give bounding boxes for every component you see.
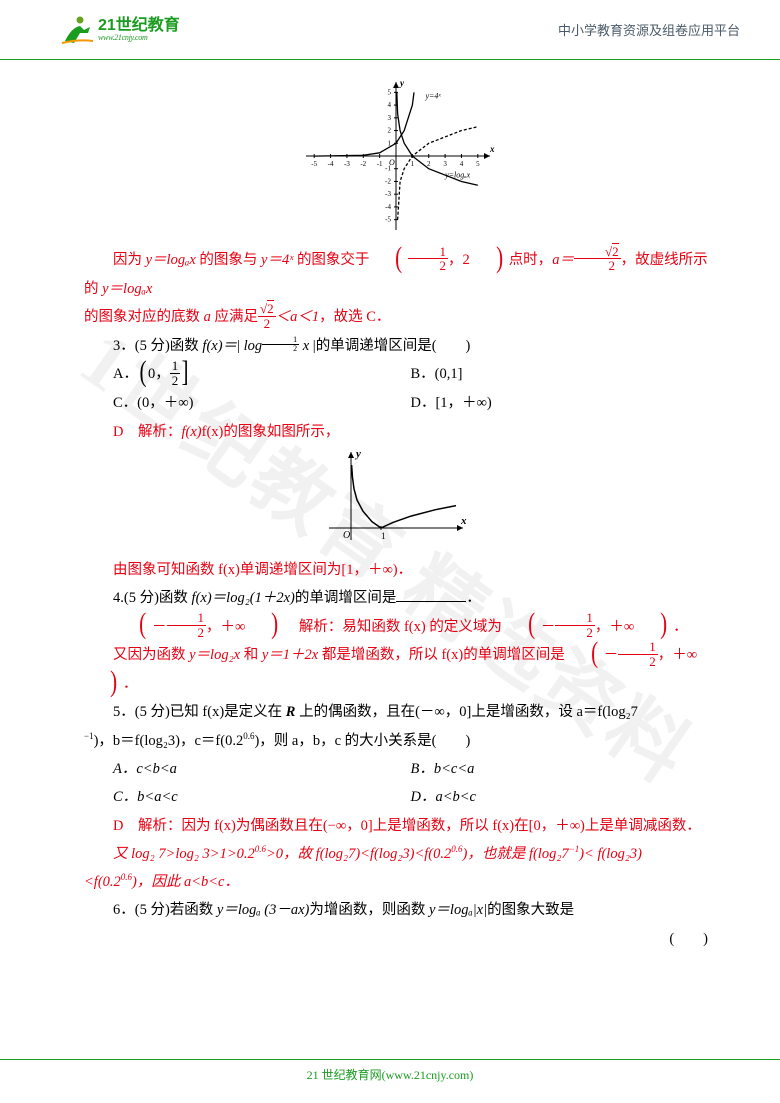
content-area: -5-4-3-2-112345-5-4-3-2-112345Oxyy=4ˣy=l… — [0, 60, 780, 953]
svg-text:3: 3 — [388, 114, 392, 122]
q5-answer-1: D 解析：因为 f(x)为偶函数且在(−∞，0]上是增函数，所以 f(x)在[0… — [84, 812, 708, 840]
svg-text:-5: -5 — [311, 160, 317, 168]
svg-text:-3: -3 — [385, 190, 391, 198]
svg-text:5: 5 — [388, 88, 392, 96]
q3-optB: B．(0,1] — [411, 360, 709, 389]
svg-text:y=4ˣ: y=4ˣ — [424, 92, 441, 101]
svg-text:-1: -1 — [377, 160, 383, 168]
svg-text:O: O — [389, 158, 395, 167]
svg-text:1: 1 — [411, 160, 415, 168]
q5-optC: C．b<a<c — [113, 783, 411, 811]
logo-url: www.21cnjy.com — [98, 34, 180, 42]
q3-answer: D 解析：f(x)f(x)的图象如图所示， — [84, 418, 708, 446]
q4-answer-2: 又因为函数 y＝log₂x 和 y＝1＋2x 都是增函数，所以 f(x)的单调增… — [84, 641, 708, 698]
svg-text:2: 2 — [427, 160, 431, 168]
svg-text:-4: -4 — [385, 203, 391, 211]
q4-stem: 4.(5 分)函数 f(x)＝log₂(1＋2x)的单调增区间是． — [84, 584, 708, 612]
svg-text:y: y — [354, 448, 361, 460]
svg-text:y: y — [399, 78, 405, 88]
q3-options: A．(0，12] B．(0,1] C．(0，＋∞) D．[1，＋∞) — [84, 360, 708, 417]
graph1: -5-4-3-2-112345-5-4-3-2-112345Oxyy=4ˣy=l… — [296, 76, 496, 236]
svg-text:3: 3 — [443, 160, 447, 168]
svg-text:4: 4 — [388, 101, 392, 109]
logo-cn: 21世纪教育 — [98, 18, 180, 34]
q5-stem-2: −1)，b＝f(log₂3)，c＝f(0.20.6)，则 a，b，c 的大小关系… — [84, 727, 708, 755]
q5-stem: 5．(5 分)已知 f(x)是定义在 R 上的偶函数，且在(－∞，0]上是增函数… — [84, 698, 708, 726]
svg-text:-2: -2 — [360, 160, 366, 168]
q3-optD: D．[1，＋∞) — [411, 389, 709, 417]
q3-optC: C．(0，＋∞) — [113, 389, 411, 417]
q5-answer-2: 又 log₂ 7>log₂ 3>1>0.20.6>0，故 f(log₂7)<f(… — [84, 840, 708, 897]
page-header: 21世纪教育 www.21cnjy.com 中小学教育资源及组卷应用平台 — [0, 0, 780, 60]
blank-fill — [396, 588, 466, 603]
svg-text:-4: -4 — [328, 160, 334, 168]
q5-options: A．c<b<a B．b<c<a C．b<a<c D．a<b<c — [84, 755, 708, 812]
svg-text:y=logₐx: y=logₐx — [444, 171, 471, 180]
q6-paren: ( ) — [84, 925, 708, 953]
svg-text:-5: -5 — [385, 216, 391, 224]
q4-answer: (－12，＋∞) 解析：易知函数 f(x) 的定义域为(－12，＋∞)． — [84, 613, 708, 642]
header-right-text: 中小学教育资源及组卷应用平台 — [558, 20, 740, 39]
svg-text:1: 1 — [381, 531, 386, 541]
q3-answer-2: 由图象可知函数 f(x)单调递增区间为[1，＋∞)． — [84, 556, 708, 584]
logo-text: 21世纪教育 www.21cnjy.com — [98, 18, 180, 42]
svg-text:2: 2 — [388, 127, 392, 135]
page-footer: 21 世纪教育网(www.21cnjy.com) — [0, 1059, 780, 1083]
q5-optA: A．c<b<a — [113, 755, 411, 783]
svg-text:5: 5 — [476, 160, 480, 168]
expl-para-1: 因为 y＝logₐx 的图象与 y＝4ˣ 的图象交于(12，2)点时，a＝√22… — [84, 246, 708, 303]
svg-text:O: O — [343, 530, 350, 541]
graph2-wrap: Ox y 1 — [84, 446, 708, 556]
svg-text:-2: -2 — [385, 177, 391, 185]
svg-text:4: 4 — [460, 160, 464, 168]
q3-optA: A．(0，12] — [113, 360, 411, 389]
q5-optD: D．a<b<c — [411, 783, 709, 811]
graph2: Ox y 1 — [321, 446, 471, 546]
q5-optB: B．b<c<a — [411, 755, 709, 783]
svg-text:x: x — [489, 144, 495, 154]
expl-para-1b: 的图象对应的底数 a 应满足√22＜a＜1，故选 C． — [84, 303, 708, 332]
logo-runner-icon — [60, 13, 94, 47]
svg-text:-3: -3 — [344, 160, 350, 168]
q6-stem: 6．(5 分)若函数 y＝logₐ (3－ax)为增函数，则函数 y＝logₐ|… — [84, 896, 708, 924]
logo: 21世纪教育 www.21cnjy.com — [60, 13, 180, 47]
q3-stem: 3．(5 分)函数 f(x)＝| log12 x |的单调递增区间是( ) — [84, 332, 708, 360]
svg-text:x: x — [460, 515, 467, 527]
graph1-wrap: -5-4-3-2-112345-5-4-3-2-112345Oxyy=4ˣy=l… — [84, 76, 708, 246]
